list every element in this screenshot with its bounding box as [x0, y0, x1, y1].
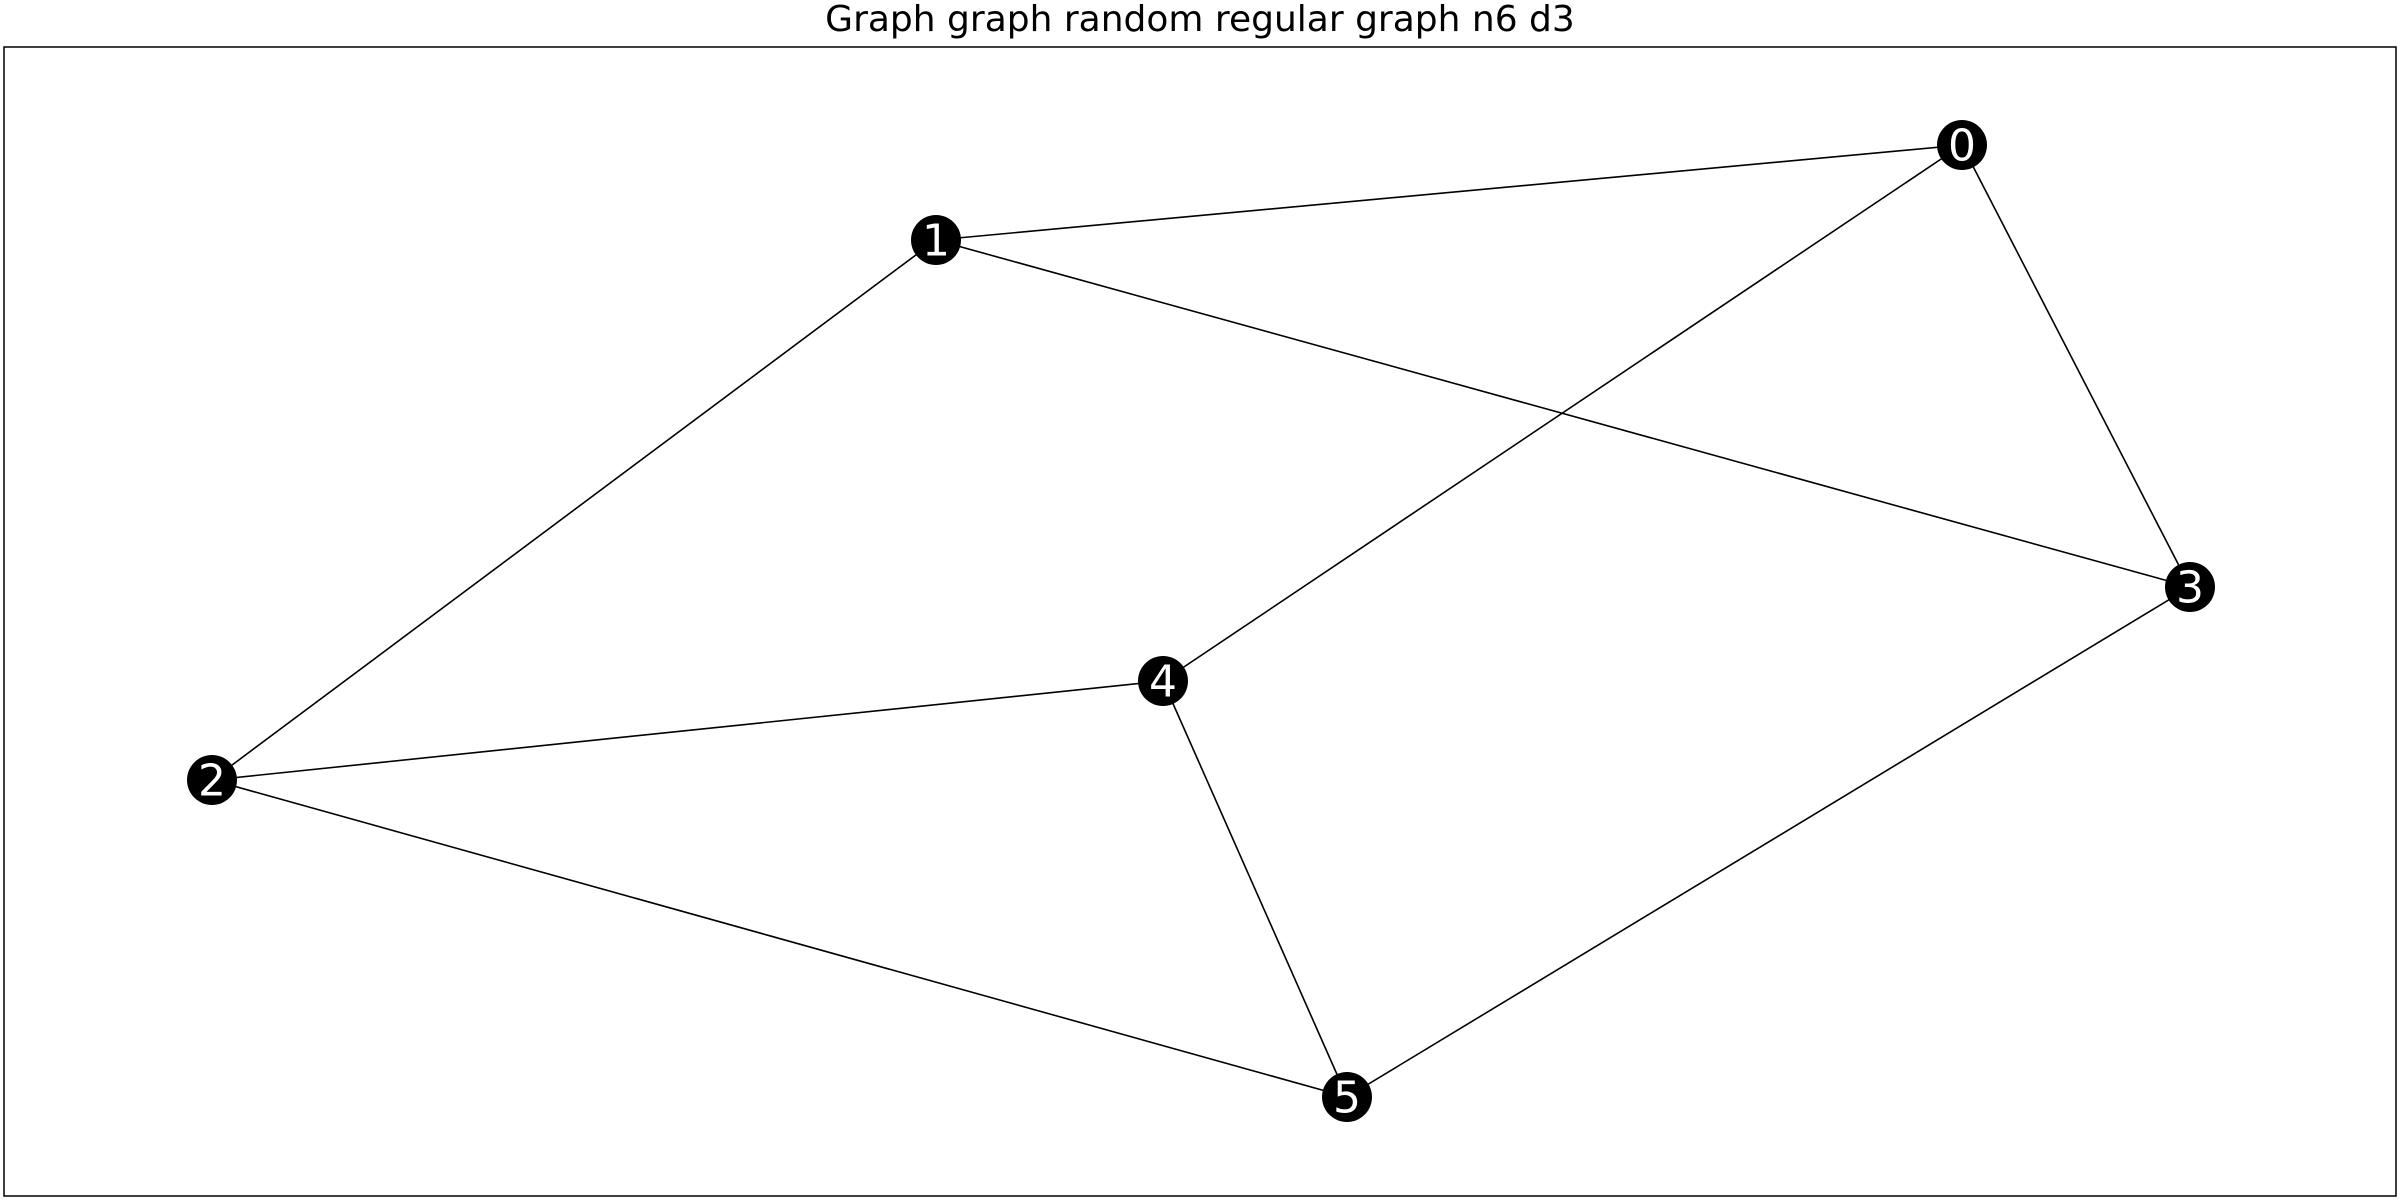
node-circle-1 — [911, 215, 961, 265]
node-1: 1 — [911, 215, 961, 267]
edge-2-4 — [211, 680, 1164, 781]
node-circle-0 — [1937, 120, 1987, 170]
node-3: 3 — [2165, 562, 2215, 614]
node-2: 2 — [187, 755, 237, 807]
node-5: 5 — [1322, 1072, 1372, 1124]
nodes-layer: 0 1 2 3 4 5 — [187, 120, 2215, 1124]
edge-4-5 — [1162, 680, 1348, 1098]
diagram-title: Graph graph random regular graph n6 d3 — [825, 0, 1575, 40]
node-label-0: 0 — [1948, 121, 1976, 172]
node-0: 0 — [1937, 120, 1987, 172]
edge-1-2 — [211, 239, 937, 781]
edge-1-3 — [935, 239, 2191, 588]
edge-0-3 — [1961, 144, 2191, 588]
edge-0-1 — [935, 144, 1963, 241]
node-label-2: 2 — [198, 756, 226, 807]
edges-layer — [211, 144, 2191, 1098]
node-label-3: 3 — [2176, 563, 2204, 614]
node-circle-5 — [1322, 1072, 1372, 1122]
node-circle-3 — [2165, 562, 2215, 612]
node-label-4: 4 — [1149, 657, 1177, 708]
node-circle-4 — [1138, 656, 1188, 706]
edge-2-5 — [211, 779, 1348, 1098]
node-label-1: 1 — [922, 216, 950, 267]
node-4: 4 — [1138, 656, 1188, 708]
plot-frame — [3, 46, 2397, 1197]
node-circle-2 — [187, 755, 237, 805]
edge-3-5 — [1346, 586, 2191, 1098]
node-label-5: 5 — [1333, 1073, 1361, 1124]
